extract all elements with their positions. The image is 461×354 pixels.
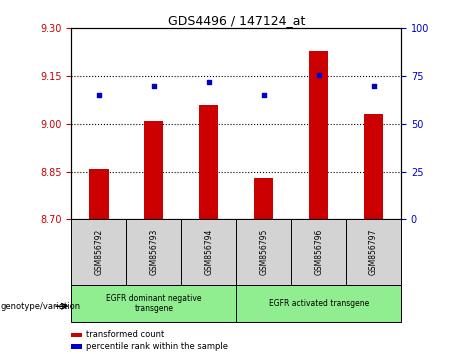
FancyBboxPatch shape <box>71 219 126 285</box>
Point <box>95 92 103 98</box>
Point <box>370 83 377 88</box>
Text: GSM856794: GSM856794 <box>204 229 213 275</box>
Text: percentile rank within the sample: percentile rank within the sample <box>86 342 228 351</box>
FancyBboxPatch shape <box>236 219 291 285</box>
Text: GSM856792: GSM856792 <box>95 229 103 275</box>
Text: GSM856797: GSM856797 <box>369 229 378 275</box>
FancyBboxPatch shape <box>236 285 401 322</box>
Title: GDS4496 / 147124_at: GDS4496 / 147124_at <box>168 14 305 27</box>
FancyBboxPatch shape <box>346 219 401 285</box>
Text: EGFR activated transgene: EGFR activated transgene <box>269 299 369 308</box>
Point <box>315 72 322 78</box>
Bar <box>309 51 328 219</box>
FancyBboxPatch shape <box>291 219 346 285</box>
Point <box>205 80 213 85</box>
Point <box>260 92 267 98</box>
FancyBboxPatch shape <box>126 219 181 285</box>
Bar <box>199 105 219 219</box>
FancyBboxPatch shape <box>181 219 236 285</box>
Text: transformed count: transformed count <box>86 330 165 339</box>
FancyBboxPatch shape <box>71 285 236 322</box>
Point <box>150 83 158 88</box>
Text: GSM856795: GSM856795 <box>259 229 268 275</box>
Text: GSM856793: GSM856793 <box>149 229 159 275</box>
Bar <box>364 114 383 219</box>
Text: genotype/variation: genotype/variation <box>1 302 81 311</box>
Text: GSM856796: GSM856796 <box>314 229 323 275</box>
Bar <box>89 169 108 219</box>
Bar <box>144 121 164 219</box>
Bar <box>254 178 273 219</box>
Text: EGFR dominant negative
transgene: EGFR dominant negative transgene <box>106 294 201 313</box>
